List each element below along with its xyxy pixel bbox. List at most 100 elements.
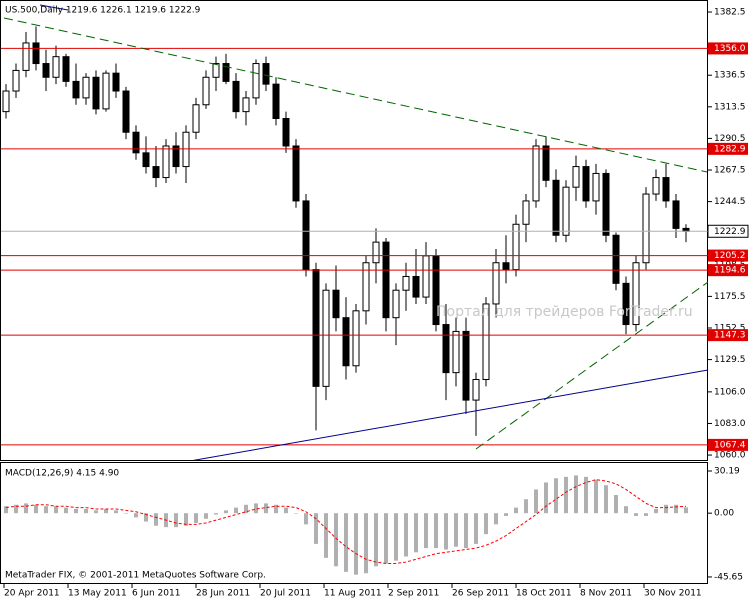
histogram-bar: [184, 513, 188, 526]
candle-body: [602, 172, 610, 236]
candle-body: [662, 177, 670, 202]
histogram-bar: [274, 504, 278, 514]
histogram-bar: [674, 504, 678, 514]
candle-body: [292, 145, 300, 202]
candle-body: [122, 90, 130, 133]
histogram-bar: [494, 513, 498, 525]
histogram-bar: [124, 513, 128, 514]
level-label: 1205.2: [714, 251, 746, 261]
candle-body: [212, 63, 220, 78]
x-tick-label: 11 Aug 2011: [324, 589, 382, 599]
histogram-bar: [314, 513, 318, 544]
x-tick-label: 28 Jun 2011: [196, 589, 250, 599]
candle-body: [272, 83, 280, 119]
histogram-bar: [574, 475, 578, 514]
candle-body: [452, 330, 460, 374]
histogram-bar: [524, 499, 528, 514]
histogram-bar: [284, 507, 288, 514]
candle-body: [562, 186, 570, 236]
candle-body: [232, 80, 240, 113]
y-tick-label: 1382.5: [714, 8, 746, 18]
y-tick-label: 1290.5: [714, 134, 746, 144]
y-tick-label: 1152.5: [714, 323, 746, 333]
histogram-bar: [244, 504, 248, 514]
histogram-bar: [434, 513, 438, 549]
histogram-bar: [294, 513, 298, 514]
histogram-bar: [544, 482, 548, 514]
level-label-box: [708, 42, 748, 55]
trendline: [39, 4, 69, 11]
candle-body: [472, 378, 480, 401]
y-tick-label: 1267.5: [714, 166, 746, 176]
x-tick-label: 20 Apr 2011: [4, 589, 60, 599]
histogram-bar: [154, 513, 158, 526]
histogram-bar: [84, 508, 88, 514]
histogram-bar: [564, 476, 568, 514]
candle-body: [132, 131, 140, 154]
histogram-bar: [424, 513, 428, 549]
histogram-bar: [444, 513, 448, 550]
x-tick-label: 18 Oct 2011: [516, 589, 572, 599]
candle-body: [412, 275, 420, 298]
candle-body: [642, 193, 650, 264]
candle-body: [652, 177, 660, 195]
candle-body: [302, 200, 310, 271]
y-tick-label: -45.65: [714, 572, 743, 582]
candle-body: [532, 145, 540, 202]
candle-body: [492, 262, 500, 305]
histogram-bar: [134, 513, 138, 518]
candle-body: [402, 275, 410, 291]
candle-body: [552, 179, 560, 236]
candle-body: [592, 172, 600, 202]
histogram-bar: [664, 504, 668, 514]
macd-plot: [4, 475, 688, 575]
y-tick-label: 1129.5: [714, 355, 746, 365]
y-tick-label: 30.19: [714, 466, 740, 476]
histogram-bar: [344, 513, 348, 572]
histogram-bar: [4, 506, 8, 514]
axis: 1382.51336.51313.51290.51267.51244.51198…: [3, 8, 749, 599]
histogram-bar: [414, 513, 418, 553]
level-label: 1194.6: [714, 266, 746, 276]
histogram-bar: [374, 513, 378, 567]
candle-body: [622, 282, 630, 326]
candle-body: [82, 76, 90, 99]
histogram-bar: [24, 503, 28, 514]
level-label-box: [708, 329, 748, 342]
candle-body: [372, 241, 380, 264]
histogram-bar: [624, 506, 628, 514]
candle-body: [112, 72, 120, 92]
candle-body: [612, 234, 620, 284]
candle-body: [462, 330, 470, 401]
histogram-bar: [504, 513, 508, 516]
x-tick-label: 26 Sep 2011: [452, 589, 509, 599]
histogram-bar: [514, 507, 518, 514]
x-tick-label: 6 Jun 2011: [132, 589, 180, 599]
candle-body: [382, 241, 390, 319]
histogram-bar: [204, 513, 208, 519]
histogram-bar: [654, 508, 658, 514]
footer: MetaTrader FIX, © 2001-2011 MetaQuotes S…: [5, 571, 266, 581]
histogram-bar: [74, 508, 78, 514]
histogram-bar: [364, 513, 368, 574]
candle-body: [322, 289, 330, 387]
x-tick-label: 30 Nov 2011: [644, 589, 702, 599]
y-tick-label: 1244.5: [714, 197, 746, 207]
watermark: Портал для трейдеров ForTrader.ru: [436, 304, 693, 320]
candle-body: [22, 42, 30, 71]
main-plot: [1, 26, 708, 446]
candle-body: [572, 166, 580, 188]
level-label-box: [708, 249, 748, 262]
candle-body: [522, 200, 530, 225]
candle-body: [482, 303, 490, 380]
candle-body: [202, 76, 210, 106]
histogram-bar: [264, 503, 268, 514]
candle-body: [242, 97, 250, 113]
histogram-bar: [454, 513, 458, 547]
histogram-bar: [354, 513, 358, 575]
histogram-bar: [224, 510, 228, 514]
histogram-bar: [644, 513, 648, 516]
candle-body: [222, 63, 230, 82]
candle-body: [352, 310, 360, 367]
